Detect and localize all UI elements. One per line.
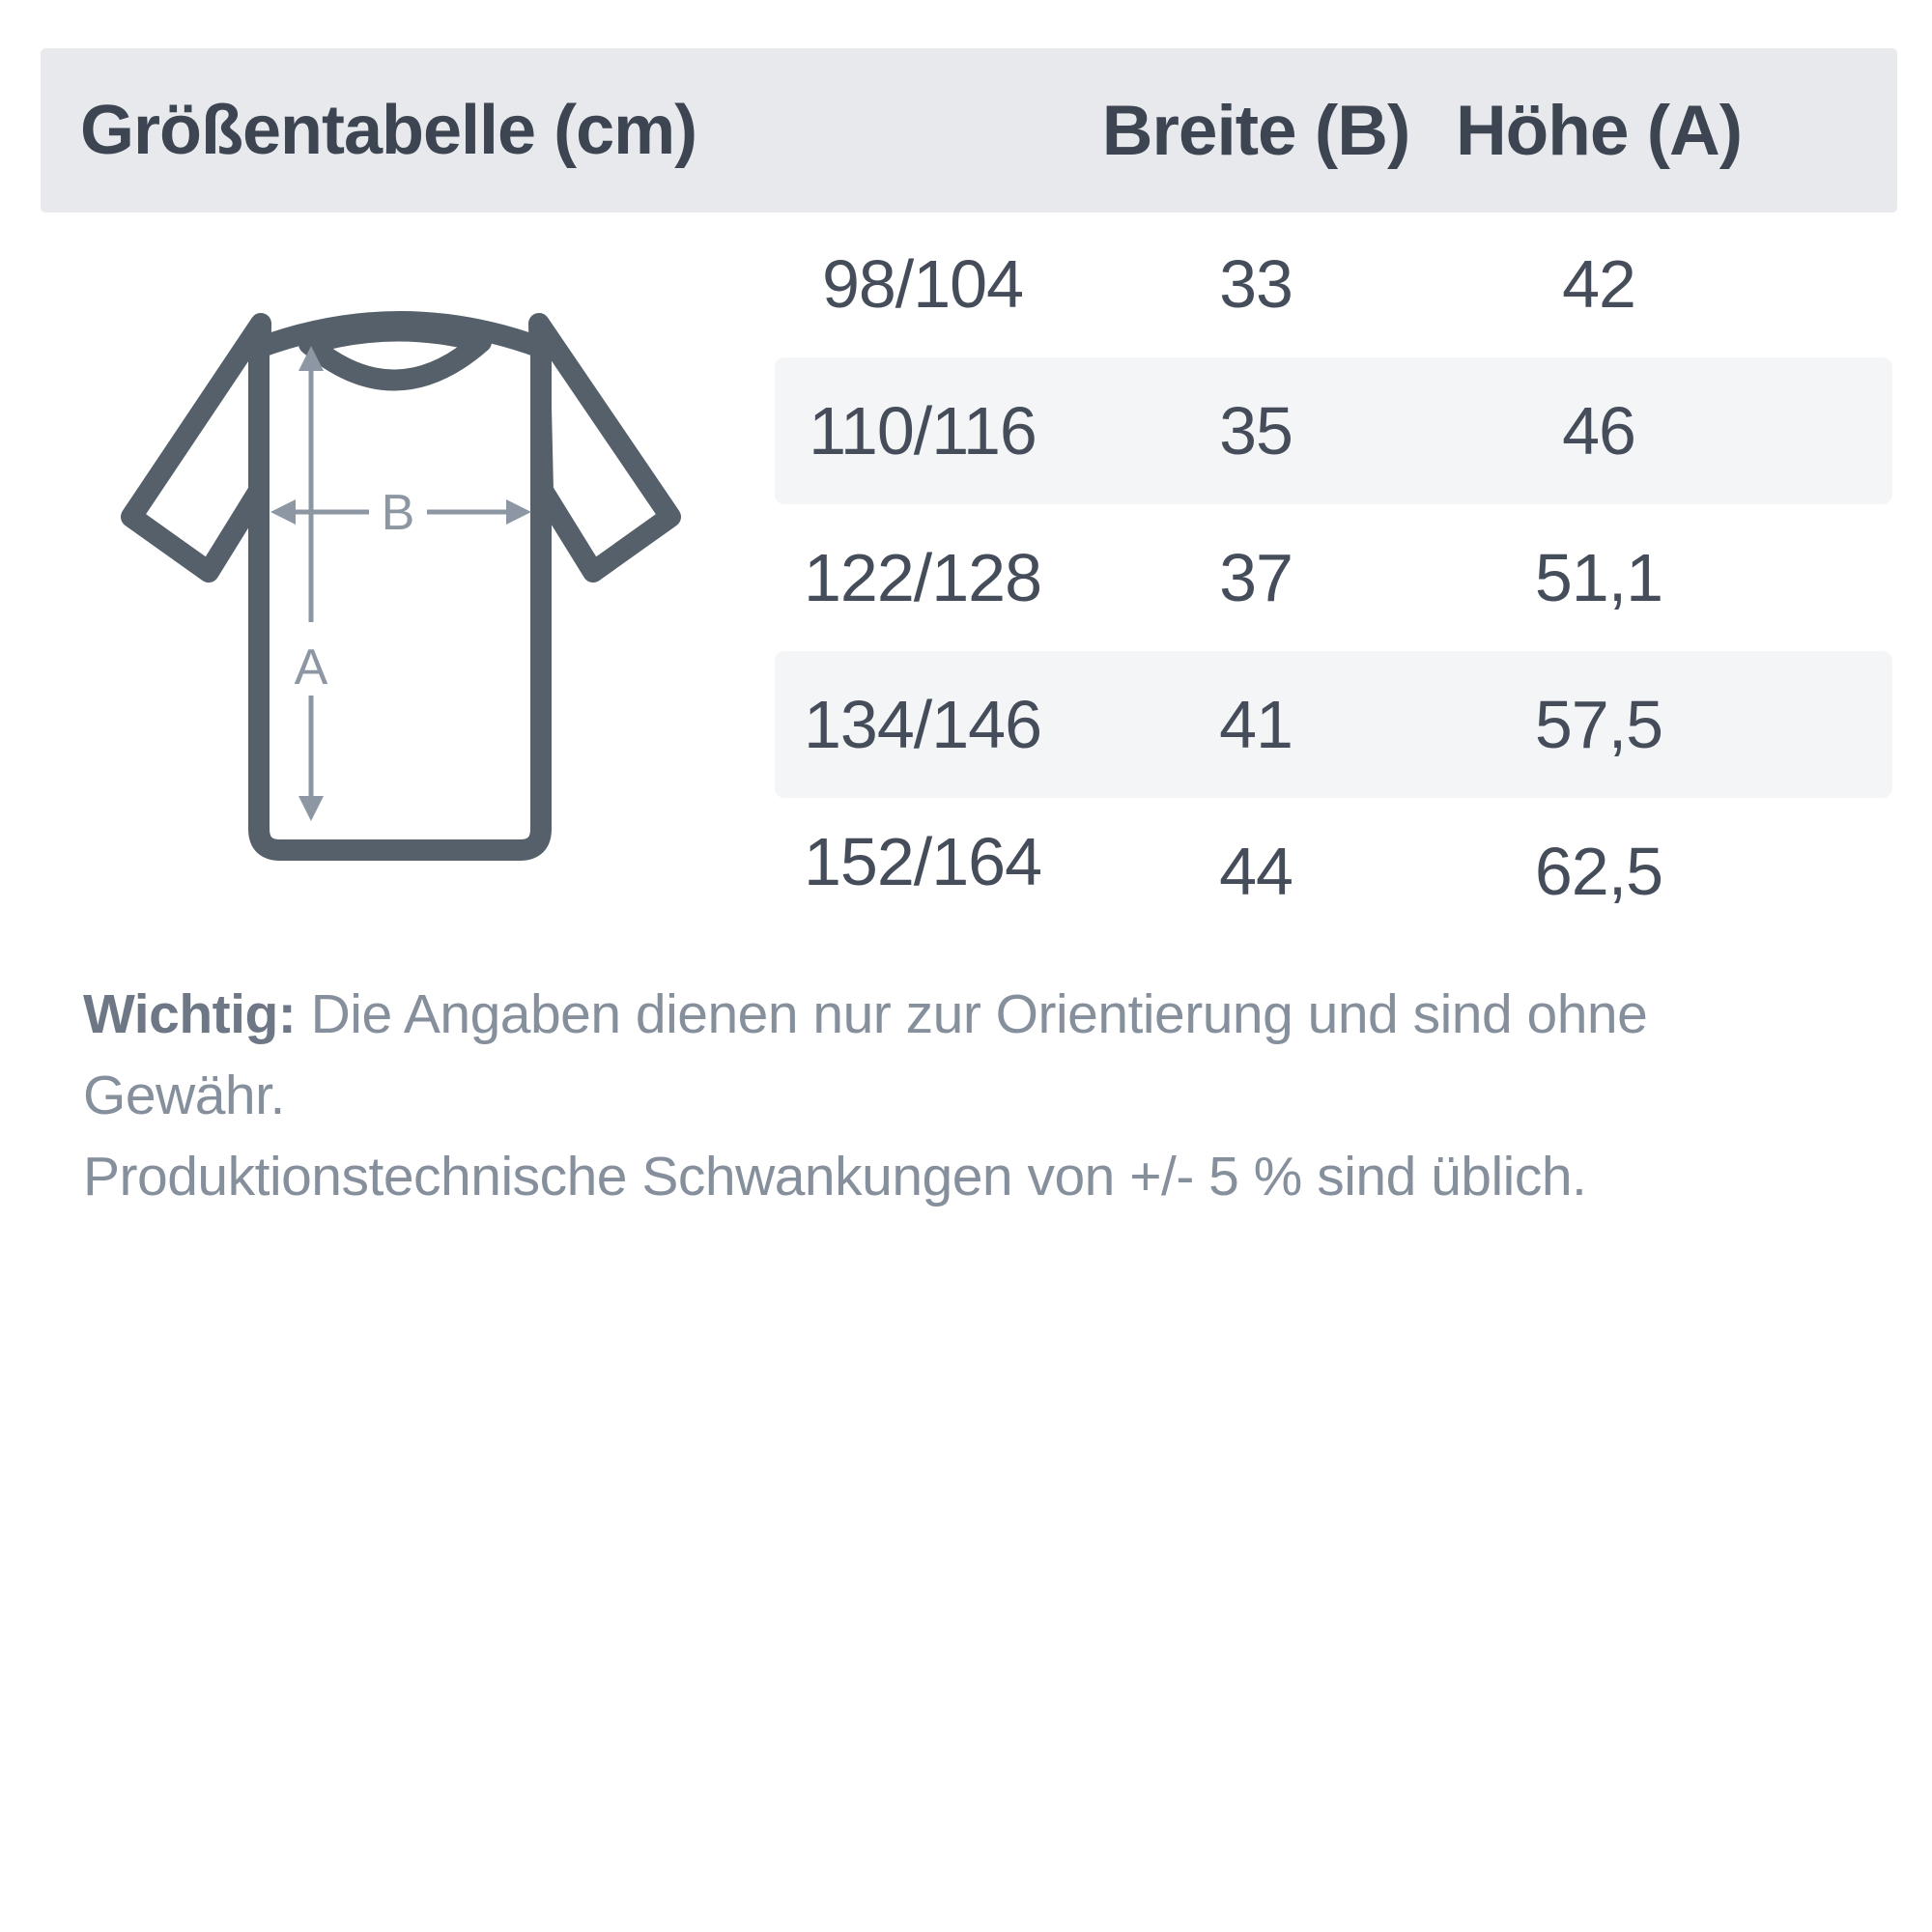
tshirt-collar [298,320,492,391]
hoehe-value: 42 [1562,246,1636,322]
height-arrow-label: A [295,639,328,696]
tshirt-right-sleeve [528,313,681,582]
size-value: 122/128 [803,540,1042,615]
note-line2: Produktionstechnische Schwankungen von +… [83,1146,1587,1208]
size-table: 98/104 33 42 110/116 35 46 122/128 37 51… [775,211,1892,945]
hoehe-value: 62,5 [1534,834,1663,909]
hoehe-value: 51,1 [1534,540,1663,615]
breite-value: 33 [1219,246,1293,322]
breite-value: 35 [1219,393,1293,469]
size-value: 152/164 [803,824,1042,899]
column-header-breite: Breite (B) [1101,91,1411,170]
width-arrow-right-head [506,499,531,525]
note-prefix: Wichtig: [83,983,297,1045]
width-arrow-label: B [382,485,415,541]
column-header-hoehe: Höhe (A) [1455,91,1743,170]
table-row: 152/164 44 62,5 [775,798,1892,945]
width-arrow-left-head [270,499,296,525]
breite-value: 44 [1219,834,1293,909]
tshirt-body-outline [248,311,552,861]
table-row: 98/104 33 42 [775,211,1892,357]
height-arrow-bottom-head [298,796,324,821]
table-header-bar: Größentabelle (cm) Breite (B) Höhe (A) [41,48,1897,213]
disclaimer-note: Wichtig: Die Angaben dienen nur zur Orie… [83,974,1861,1217]
table-title: Größentabelle (cm) [80,92,697,169]
table-row: 134/146 41 57,5 [775,651,1892,798]
breite-value: 41 [1219,687,1293,762]
tshirt-size-diagram-icon: A B [121,311,681,861]
size-value: 98/104 [821,246,1024,322]
note-line1: Die Angaben dienen nur zur Orientierung … [83,983,1648,1126]
breite-value: 37 [1219,540,1293,615]
hoehe-value: 57,5 [1534,687,1663,762]
size-value: 110/116 [809,393,1037,469]
tshirt-left-sleeve [121,313,271,582]
table-row: 110/116 35 46 [775,357,1892,504]
table-row: 122/128 37 51,1 [775,504,1892,651]
height-arrow: A [295,346,328,821]
size-value: 134/146 [803,687,1042,762]
hoehe-value: 46 [1562,393,1636,469]
height-arrow-top-head [298,346,324,371]
width-arrow: B [270,485,531,541]
